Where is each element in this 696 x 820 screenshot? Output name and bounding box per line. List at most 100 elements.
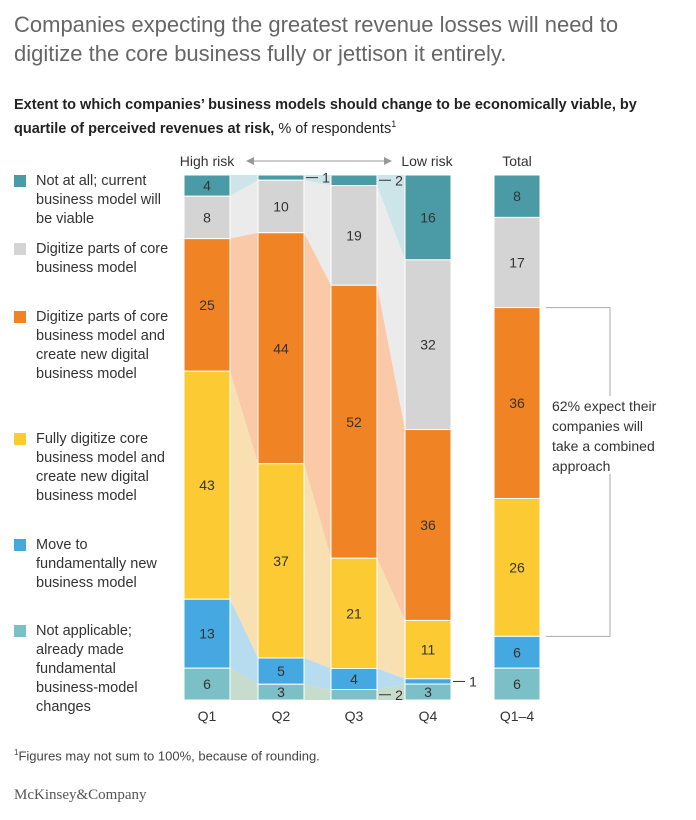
legend-label: Fully digitize core business model and c…: [36, 431, 165, 504]
quartile-bar-segment: [183, 370, 231, 600]
data-label: 25: [199, 297, 215, 313]
quartile-bar-segment: [330, 284, 378, 559]
data-label: 8: [203, 209, 211, 225]
legend-swatch: [14, 433, 26, 445]
data-label: 19: [346, 227, 362, 243]
legend-swatch: [14, 243, 26, 255]
data-label: 2: [395, 172, 403, 188]
total-header: Total: [502, 153, 532, 169]
category-label: Q1–4: [500, 708, 534, 724]
data-label: 5: [277, 663, 285, 679]
data-label: 4: [350, 671, 358, 687]
data-label: 32: [420, 337, 436, 353]
annotation-line: 62% expect their: [552, 398, 657, 414]
connector-band: [377, 558, 405, 679]
data-label: 36: [509, 395, 525, 411]
connector-band: [230, 175, 258, 197]
connector-band: [304, 463, 331, 669]
connector-band: [304, 684, 331, 700]
connector-band: [230, 668, 258, 700]
quartile-bar-segment: [183, 195, 231, 240]
subtitle-unit: % of respondents: [278, 120, 392, 137]
total-bar-segment: [493, 307, 541, 499]
connector-band: [230, 371, 258, 658]
data-label: 3: [277, 684, 285, 700]
subtitle-main: Extent to which companies’ business mode…: [14, 97, 637, 137]
category-label: Q2: [272, 708, 291, 724]
legend-label: Move to fundamentally new business model: [36, 537, 157, 591]
data-label: 8: [513, 188, 521, 204]
quartile-bar-segment: [404, 429, 452, 621]
footnote-marker: 1: [14, 748, 19, 757]
connector-band: [377, 684, 405, 700]
stacked-bar-chart: 4825431361104437532195221421632361113817…: [180, 153, 657, 724]
connector-band: [377, 185, 405, 430]
data-label: 6: [513, 676, 521, 692]
data-label: 6: [203, 676, 211, 692]
data-label: 6: [513, 644, 521, 660]
data-label: 13: [199, 626, 215, 642]
chart-title: Companies expecting the greatest revenue…: [14, 12, 619, 66]
connector-band: [304, 180, 331, 286]
chart-subtitle: Extent to which companies’ business mode…: [14, 96, 684, 139]
total-bar-segment: [493, 174, 541, 218]
quartile-bar-segment: [330, 174, 378, 186]
data-label: 11: [421, 642, 436, 658]
legend-swatch: [14, 539, 26, 551]
quartile-bar-segment: [257, 683, 305, 701]
quartile-bar-segment: [404, 174, 452, 261]
mckinsey-logo: McKinsey&Company: [14, 787, 147, 803]
high-risk-label: High risk: [180, 153, 235, 169]
total-bar-segment: [493, 667, 541, 701]
connector-band: [377, 285, 405, 621]
connector-band: [230, 599, 258, 685]
data-label: 44: [273, 340, 289, 356]
total-bar-segment: [493, 635, 541, 669]
legend-swatch: [14, 175, 26, 187]
quartile-bar-segment: [257, 174, 305, 181]
quartile-bar-segment: [330, 185, 378, 286]
risk-arrow-left-head: [246, 157, 254, 165]
data-label: 52: [346, 414, 362, 430]
data-label: 16: [420, 209, 436, 225]
legend-label: Not at all; current business model will …: [36, 173, 161, 227]
data-label: 26: [509, 559, 525, 575]
data-label: 1: [469, 673, 477, 689]
data-label: 4: [203, 178, 211, 194]
quartile-bar-segment: [330, 689, 378, 701]
risk-arrow-right-head: [384, 157, 392, 165]
data-label: 1: [322, 170, 330, 186]
category-label: Q3: [345, 708, 364, 724]
annotation-line: approach: [552, 458, 610, 474]
data-label: 10: [273, 199, 289, 215]
quartile-bar-segment: [257, 463, 305, 659]
legend-label: Digitize parts of core business model: [36, 241, 169, 276]
quartile-bar-segment: [257, 657, 305, 685]
legend-swatch: [14, 625, 26, 637]
connector-band: [377, 668, 405, 690]
legend-swatch: [14, 311, 26, 323]
quartile-bar-segment: [257, 232, 305, 465]
quartile-bar-segment: [183, 238, 231, 372]
connector-band: [304, 232, 331, 559]
low-risk-label: Low risk: [401, 153, 453, 169]
quartile-bar-segment: [404, 259, 452, 431]
footnote: 1Figures may not sum to 100%, because of…: [14, 748, 320, 763]
annotation-line: take a combined: [552, 438, 655, 454]
data-label: 36: [420, 517, 436, 533]
footnote-text: Figures may not sum to 100%, because of …: [18, 748, 320, 764]
quartile-bar-segment: [183, 667, 231, 701]
connector-band: [230, 232, 258, 464]
total-bar-segment: [493, 497, 541, 637]
data-label: 43: [199, 477, 215, 493]
category-label: Q4: [419, 708, 438, 724]
subtitle-footnote-ref: 1: [391, 119, 397, 129]
legend-label: Not applicable; already made fundamental…: [36, 623, 138, 715]
connector-band: [304, 658, 331, 690]
legend-label: Digitize parts of core business model an…: [36, 309, 169, 382]
connector-band: [377, 175, 405, 260]
connector-band: [230, 180, 258, 239]
category-label: Q1: [198, 708, 217, 724]
quartile-bar-segment: [404, 683, 452, 701]
data-label: 2: [395, 687, 403, 703]
